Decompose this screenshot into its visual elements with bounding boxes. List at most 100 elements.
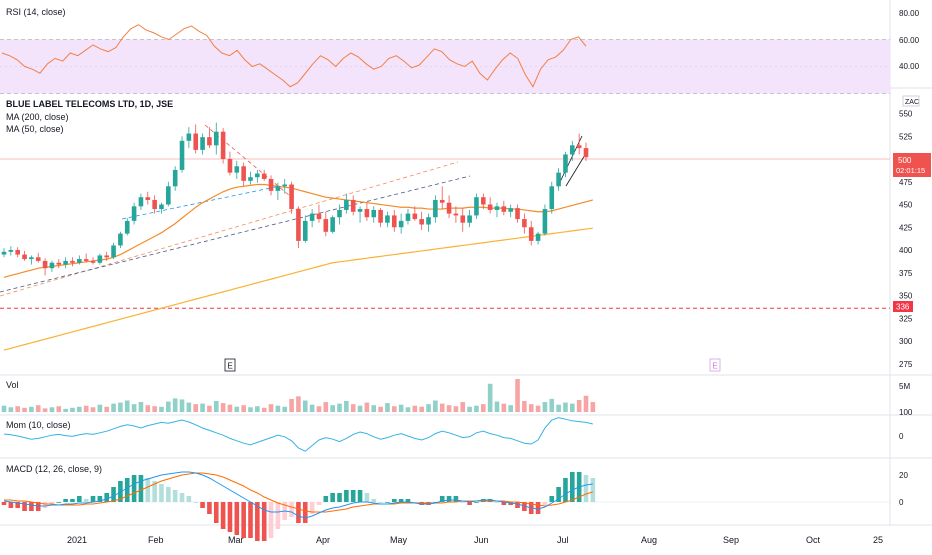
macd-histogram-bar [145, 478, 151, 502]
macd-histogram-bar [42, 502, 48, 508]
volume-bar [323, 402, 329, 412]
volume-bar [426, 404, 431, 412]
candle-body [453, 213, 459, 216]
candle [302, 215, 308, 243]
volume-bar [398, 404, 404, 412]
candle-body [433, 199, 438, 218]
macd-histogram-bar [77, 496, 82, 502]
candle [29, 255, 34, 265]
candle [15, 247, 20, 258]
candle [391, 209, 397, 232]
candle [556, 168, 561, 191]
volume-bar [118, 402, 123, 412]
candle [323, 211, 329, 237]
volume-bar [453, 406, 459, 412]
candle [289, 181, 294, 214]
candle [138, 193, 144, 210]
price-tick: 400 [899, 246, 913, 255]
candle [186, 127, 192, 149]
candle [152, 195, 157, 214]
candle [542, 204, 548, 236]
candle-body [248, 177, 253, 181]
candle [508, 204, 513, 218]
price-tick: 375 [899, 269, 913, 278]
price-tick: 550 [899, 110, 913, 119]
candle [583, 142, 589, 161]
candle-body [63, 260, 68, 265]
volume-bar [166, 401, 171, 412]
rsi-pane[interactable]: RSI (14, close) 80.00 60.00 40.00 [0, 7, 920, 94]
volume-bar [528, 404, 534, 412]
candle [296, 206, 301, 249]
candle-body [97, 255, 103, 263]
support-level-label: 336 [893, 301, 913, 312]
volume-bar [350, 404, 356, 412]
volume-bar [535, 405, 541, 412]
candle-body [1, 251, 7, 255]
volume-pane[interactable]: Vol 5M 100 [1, 379, 913, 417]
volume-bar [261, 407, 267, 412]
macd-histogram-bar [563, 478, 568, 502]
macd-histogram-bar [446, 496, 452, 502]
price-axis[interactable]: 550 525 500 475 450 425 400 375 350 325 300 275 [899, 110, 913, 369]
macd-histogram-bar [357, 490, 363, 502]
ma200-legend[interactable]: MA (200, close) [6, 112, 69, 122]
candle-body [323, 219, 329, 232]
volume-bar [131, 404, 137, 412]
volume-bar [145, 405, 151, 412]
macd-histogram-bar [63, 499, 68, 502]
volume-bar [152, 406, 157, 412]
time-axis[interactable]: 2021 Feb Mar Apr May Jun Jul Aug Sep Oct… [67, 535, 883, 545]
candle [535, 231, 541, 245]
symbol-title[interactable]: BLUE LABEL TELECOMS LTD, 1D, JSE [6, 99, 173, 109]
volume-bar [344, 401, 349, 412]
volume-bar [583, 395, 589, 412]
candle [385, 211, 390, 228]
price-tick: 350 [899, 292, 913, 301]
macd-histogram-bar [323, 496, 329, 502]
volume-bar [439, 403, 445, 412]
price-pane[interactable] [0, 122, 890, 351]
macd-histogram-bar [179, 493, 185, 502]
volume-bar [385, 403, 390, 412]
macd-histogram-bar [337, 493, 342, 502]
macd-histogram-bar [213, 502, 219, 523]
volume-bar [77, 406, 82, 412]
ma50-legend[interactable]: MA (50, close) [6, 124, 64, 134]
volume-bar [542, 402, 548, 412]
volume-bar [1, 405, 7, 412]
earnings-marker-jul[interactable]: E [709, 358, 721, 372]
volume-bar [501, 403, 507, 412]
volume-bar [474, 405, 479, 412]
rsi-tick-80: 80.00 [899, 9, 920, 18]
price-tick: 275 [899, 360, 913, 369]
candle-body [385, 215, 390, 223]
volume-bar [83, 405, 89, 412]
candle [118, 231, 123, 249]
candle-body [35, 257, 41, 261]
candle-body [70, 260, 75, 263]
macd-histogram-bar [159, 484, 164, 502]
macd-histogram-bar [398, 499, 404, 502]
scale-mode-label: ZAC [905, 99, 919, 106]
macd-histogram-bar [83, 499, 89, 502]
scale-mode-badge[interactable]: ZAC [902, 95, 920, 107]
momentum-pane[interactable]: Mom (10, close) 0 [3, 417, 904, 452]
candle-body [549, 186, 555, 210]
earnings-marker-feb[interactable]: E [224, 358, 236, 372]
candle-body [289, 184, 294, 210]
volume-bar [255, 406, 260, 412]
volume-bar [200, 403, 205, 412]
macd-histogram-bar [1, 502, 7, 505]
macd-histogram-bar [268, 502, 274, 538]
candle-body [193, 133, 199, 150]
macd-histogram-bar [412, 502, 418, 503]
volume-bar [56, 406, 62, 412]
macd-histogram-bar [302, 502, 308, 523]
macd-histogram-bar [193, 502, 199, 503]
bar-countdown: 02:01:15 [896, 166, 925, 175]
macd-pane[interactable]: MACD (12, 26, close, 9) 20 0 [0, 464, 908, 541]
candle [172, 166, 178, 191]
